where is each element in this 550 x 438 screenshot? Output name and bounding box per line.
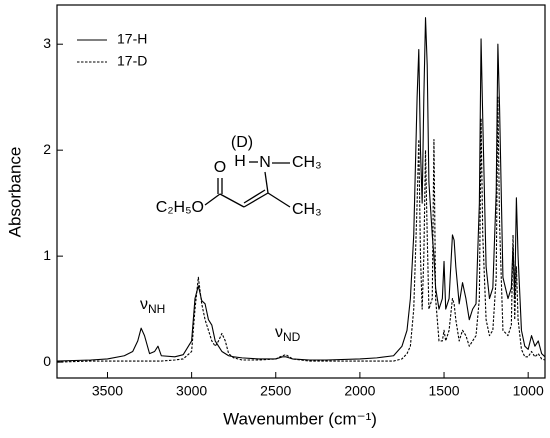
annotation: νND [275, 324, 301, 344]
annotation-symbol: ν [140, 296, 148, 313]
y-tick-label: 1 [43, 247, 51, 263]
mol-label: CH₃ [292, 154, 322, 171]
x-tick-label: 3500 [92, 383, 123, 399]
annotation-sub: NH [148, 302, 165, 316]
x-tick-label: 2000 [344, 383, 375, 399]
molecule-bonds [204, 161, 291, 208]
mol-label: N [259, 154, 271, 171]
legend-label: 17-D [117, 53, 147, 69]
y-axis-label: Absorbance [5, 147, 24, 238]
mol-label: C₂H₅O [156, 199, 204, 216]
plot-frame [56, 4, 546, 379]
x-tick-label: 3000 [176, 383, 207, 399]
x-tick-label: 1000 [513, 383, 544, 399]
x-tick-label: 2500 [260, 383, 291, 399]
y-tick-label: 2 [43, 141, 51, 157]
mol-label: CH₃ [292, 201, 322, 218]
mol-label: H [234, 153, 246, 170]
x-tick-label: 1500 [428, 383, 459, 399]
x-axis-label: Wavenumber (cm⁻¹) [223, 409, 377, 428]
series-line [56, 17, 546, 362]
y-tick-label: 3 [43, 35, 51, 51]
series-line [56, 96, 546, 363]
mol-label: (D) [231, 134, 253, 151]
y-tick-label: 0 [43, 353, 51, 369]
annotation: νNH [140, 296, 165, 316]
annotation-sub: ND [283, 330, 301, 344]
legend-label: 17-H [117, 31, 147, 47]
annotation-symbol: ν [275, 324, 283, 341]
mol-label: O [214, 159, 226, 176]
